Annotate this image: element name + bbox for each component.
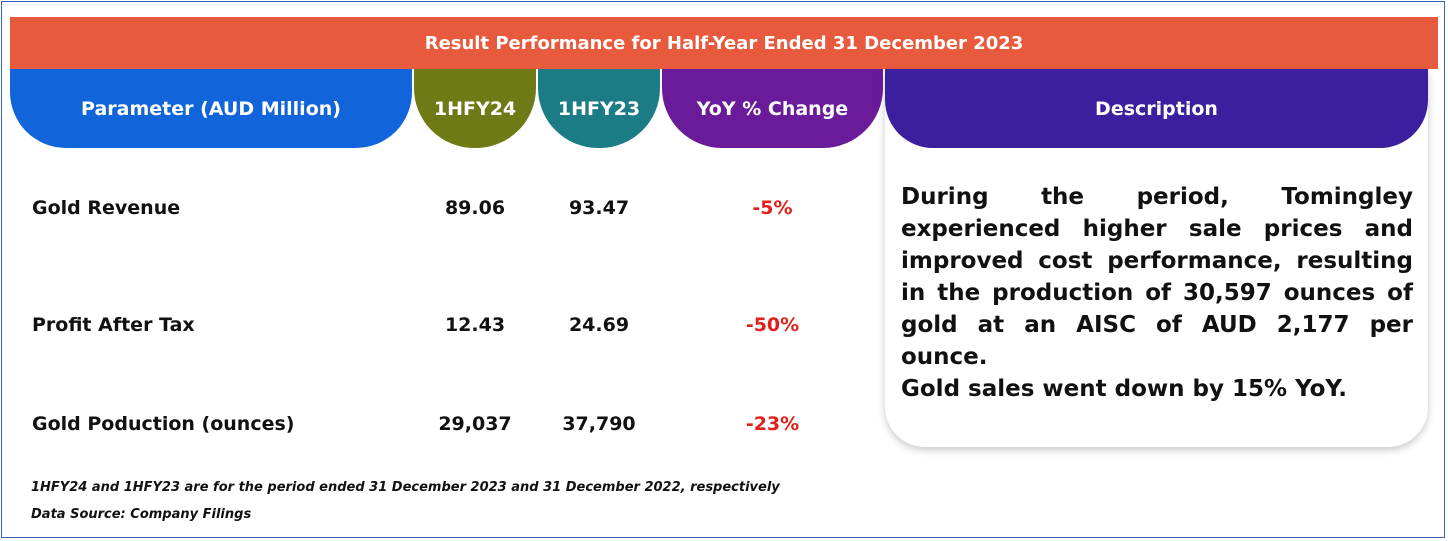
description-paragraph: During the period, Tomingley experienced… [901,184,1413,370]
row-parameter: Profit After Tax [32,314,195,336]
header-1hfy24-label: 1HFY24 [433,97,517,120]
row-yoy-value: -5% [752,197,793,219]
period-footnote: 1HFY24 and 1HFY23 are for the period end… [31,480,780,495]
row-1hfy24-value: 12.43 [444,314,506,336]
header-parameter: Parameter (AUD Million) [10,69,412,148]
table-row: Gold Poduction (ounces) 29,037 37,790 -2… [0,406,880,442]
row-1hfy23-value: 93.47 [568,197,630,219]
table-row: Gold Revenue 89.06 93.47 -5% [0,190,880,226]
header-parameter-label: Parameter (AUD Million) [81,97,341,120]
row-parameter: Gold Revenue [32,197,181,219]
description-sales-note: Gold sales went down by 15% YoY. [901,376,1347,402]
row-1hfy23-value: 37,790 [562,413,636,435]
data-source-footnote: Data Source: Company Filings [31,507,252,522]
table-row: Profit After Tax 12.43 24.69 -50% [0,307,880,343]
header-description-label: Description [1095,97,1218,120]
header-yoy-label: YoY % Change [696,97,849,120]
header-yoy-change: YoY % Change [662,69,883,148]
header-description: Description [885,69,1428,148]
row-yoy-value: -50% [745,314,800,336]
title-bar: Result Performance for Half-Year Ended 3… [10,17,1438,69]
page-title: Result Performance for Half-Year Ended 3… [424,32,1024,54]
header-1hfy23-label: 1HFY23 [557,97,641,120]
description-card: Description During the period, Tomingley… [885,69,1428,447]
row-parameter: Gold Poduction (ounces) [32,413,295,435]
row-1hfy24-value: 29,037 [438,413,512,435]
row-1hfy23-value: 24.69 [568,314,630,336]
row-yoy-value: -23% [745,413,800,435]
row-1hfy24-value: 89.06 [444,197,506,219]
